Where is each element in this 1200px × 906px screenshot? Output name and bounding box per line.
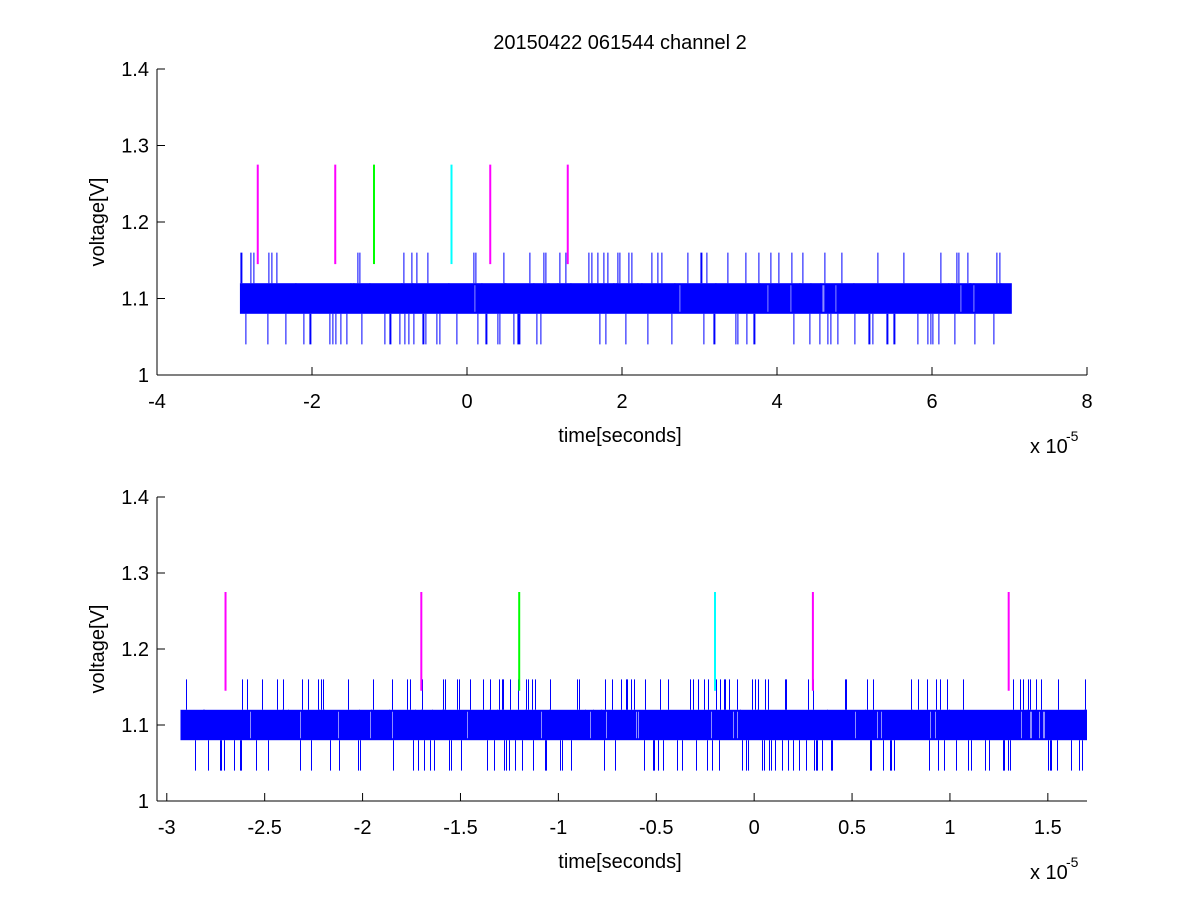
x-tick-label: 1.5 xyxy=(1034,817,1062,839)
chart-title: 20150422 061544 channel 2 xyxy=(493,32,747,54)
x-multiplier-label: x 10-5 xyxy=(1030,428,1079,458)
signal-texture xyxy=(474,285,975,312)
x-tick-label: -4 xyxy=(148,391,166,413)
x-tick-label: -3 xyxy=(158,817,176,839)
top-panel: 1 1.1 1.2 1.3 1.4 -4 -2 0 2 4 6 8 time[seconds] volta… xyxy=(87,32,1093,458)
y-tick-label: 1.4 xyxy=(121,487,149,509)
y-tick-label: 1.2 xyxy=(121,212,149,234)
x-tick-label: 4 xyxy=(771,391,782,413)
x-tick-label: -2 xyxy=(354,817,372,839)
x-tick-label: -2.5 xyxy=(247,817,281,839)
x-tick-label: 8 xyxy=(1081,391,1092,413)
y-tick-label: 1.2 xyxy=(121,639,149,661)
signal-series xyxy=(180,679,1087,771)
y-axis-label: voltage[V] xyxy=(87,605,109,694)
bottom-panel: 1 1.1 1.2 1.3 1.4 -3 -2.5 -2 -1.5 -1 -0.5 0 0.5 1 1.5 t… xyxy=(87,487,1087,884)
x-tick-label: 6 xyxy=(926,391,937,413)
x-multiplier-exponent: -5 xyxy=(1066,854,1079,870)
y-tick-label: 1.4 xyxy=(121,59,149,81)
signal-dense-band xyxy=(180,709,1087,741)
signal-spikes xyxy=(186,679,1087,771)
y-tick-label: 1.1 xyxy=(121,715,149,737)
x-multiplier-exponent: -5 xyxy=(1066,428,1079,444)
x-tick-label: -2 xyxy=(303,391,321,413)
signal-texture xyxy=(250,711,1045,739)
y-tick-label: 1.3 xyxy=(121,563,149,585)
y-tick-label: 1 xyxy=(138,365,149,387)
y-tick-label: 1 xyxy=(138,791,149,813)
x-tick-label: 1 xyxy=(944,817,955,839)
x-tick-label: 2 xyxy=(616,391,627,413)
x-multiplier-label: x 10-5 xyxy=(1030,854,1079,884)
signal-series xyxy=(239,252,1012,345)
x-tick-label: -1 xyxy=(549,817,567,839)
x-tick-label: 0 xyxy=(461,391,472,413)
x-tick-label: -0.5 xyxy=(639,817,673,839)
x-axis-label: time[seconds] xyxy=(558,425,681,447)
x-multiplier-base: x 10 xyxy=(1030,436,1068,458)
x-tick-label: 0 xyxy=(749,817,760,839)
x-tick-label: -1.5 xyxy=(443,817,477,839)
signal-spikes xyxy=(240,252,1002,345)
y-tick-label: 1.3 xyxy=(121,136,149,158)
y-tick-label: 1.1 xyxy=(121,289,149,311)
y-axis-label: voltage[V] xyxy=(87,178,109,267)
signal-dense-band xyxy=(239,283,1012,314)
x-multiplier-base: x 10 xyxy=(1030,862,1068,884)
x-tick-label: 0.5 xyxy=(838,817,866,839)
x-axis-label: time[seconds] xyxy=(558,851,681,873)
